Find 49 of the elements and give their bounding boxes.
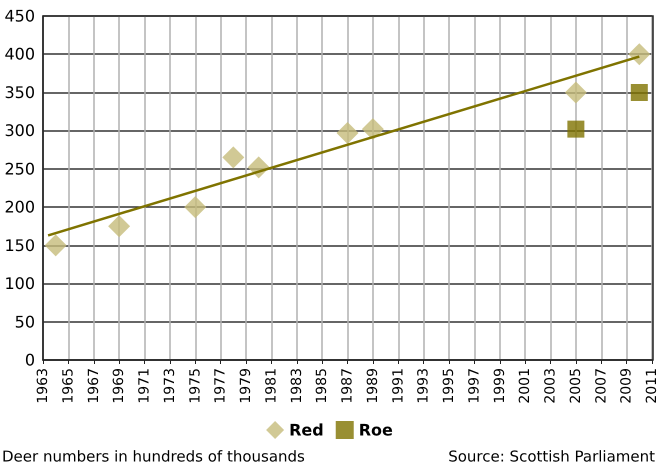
point — [336, 122, 358, 144]
x-tick-label: 1971 — [136, 368, 152, 404]
point — [567, 120, 584, 138]
x-tick-label: 1993 — [416, 368, 432, 404]
x-tick-label: 1969 — [111, 368, 128, 404]
point — [362, 118, 384, 140]
y-tick-label: 400 — [4, 44, 35, 64]
y-tick-label: 150 — [4, 236, 35, 255]
text: Deer numbers in hundreds of thousands — [2, 448, 306, 466]
point — [222, 146, 244, 168]
x-tick-label: 1981 — [263, 368, 280, 404]
x-tick-label: 1975 — [187, 368, 204, 404]
x-tick-label: 1973 — [162, 368, 178, 404]
point — [44, 234, 67, 256]
x-tick-label: 1983 — [288, 368, 305, 404]
y-tick-label: 100 — [4, 274, 35, 294]
x-tick-label: 1997 — [466, 368, 482, 404]
x-tick-label: 1963 — [35, 368, 51, 404]
legend-label: Roe — [358, 420, 394, 440]
x-tick-label: 1977 — [212, 368, 229, 404]
y-tick-label: 200 — [4, 198, 35, 217]
x-tick-label: 1965 — [60, 368, 76, 404]
x-tick-label: 1967 — [86, 368, 102, 404]
y-tick-label: 350 — [4, 82, 35, 102]
x-tick-label: 1991 — [390, 368, 406, 404]
x-tick-label: 1989 — [364, 368, 381, 404]
x-tick-label: 1999 — [492, 368, 508, 404]
source-note: Source: Scottish Parliament — [448, 448, 656, 466]
y-tick-label: 450 — [4, 6, 35, 26]
point — [108, 215, 130, 238]
x-tick-label: 2011 — [644, 368, 659, 404]
x-tick-label: 2003 — [542, 368, 558, 404]
x-tick-label: 2005 — [568, 368, 584, 404]
point — [630, 84, 648, 101]
x-tick-label: 2001 — [517, 368, 534, 404]
y-tick-label: 50 — [14, 312, 35, 332]
x-tick-label: 1987 — [340, 368, 356, 404]
x-tick-label: 1979 — [238, 368, 254, 404]
point — [184, 196, 206, 218]
point — [628, 43, 650, 66]
y-tick-label: 0 — [24, 350, 35, 370]
legend-label: Red — [289, 420, 324, 440]
point — [564, 81, 587, 104]
x-tick-label: 1995 — [441, 368, 457, 404]
x-tick-label: 2009 — [618, 368, 635, 404]
y-tick-label: 250 — [4, 159, 35, 178]
x-tick-label: 1985 — [314, 368, 330, 404]
x-tick-label: 2007 — [593, 368, 610, 404]
y-tick-label: 300 — [4, 121, 35, 140]
